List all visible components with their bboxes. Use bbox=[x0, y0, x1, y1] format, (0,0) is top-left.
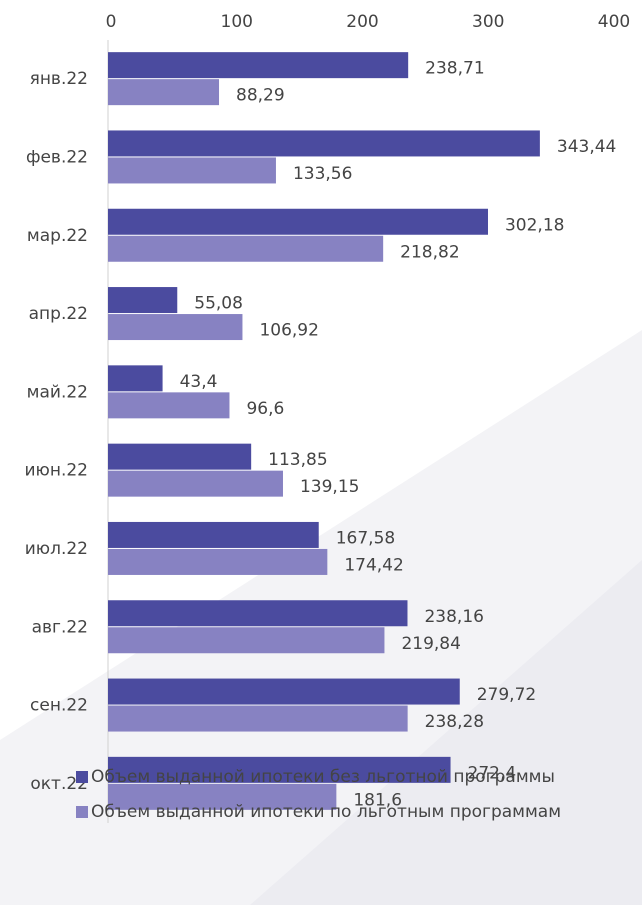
bar bbox=[108, 287, 178, 314]
background-shape bbox=[250, 560, 642, 905]
data-label: 219,84 bbox=[401, 634, 460, 654]
data-label: 238,71 bbox=[425, 59, 484, 79]
bar bbox=[108, 521, 319, 548]
y-tick-label: мар.22 bbox=[27, 226, 88, 246]
data-label: 218,82 bbox=[400, 242, 459, 262]
x-tick-label: 0 bbox=[106, 12, 117, 32]
data-label: 133,56 bbox=[293, 164, 352, 184]
x-tick-label: 100 bbox=[221, 12, 253, 32]
x-tick-label: 400 bbox=[598, 12, 630, 32]
legend-swatch bbox=[76, 806, 88, 818]
data-label: 238,28 bbox=[425, 712, 484, 732]
legend-label: Объем выданной ипотеки по льготным прогр… bbox=[91, 802, 561, 822]
y-tick-label: апр.22 bbox=[29, 304, 88, 324]
data-label: 96,6 bbox=[246, 399, 284, 419]
y-tick-label: июн.22 bbox=[24, 461, 88, 481]
data-label: 302,18 bbox=[505, 215, 564, 235]
data-label: 181,6 bbox=[353, 790, 402, 810]
bar bbox=[108, 130, 540, 157]
bar bbox=[108, 756, 451, 783]
legend-swatch bbox=[76, 771, 88, 783]
y-tick-label: фев.22 bbox=[26, 147, 88, 167]
bar bbox=[108, 157, 276, 184]
bar bbox=[108, 79, 220, 106]
data-label: 238,16 bbox=[424, 607, 483, 627]
y-tick-label: окт.22 bbox=[30, 774, 88, 794]
bar bbox=[108, 548, 328, 575]
x-tick-label: 300 bbox=[472, 12, 504, 32]
bar bbox=[108, 208, 488, 235]
y-tick-label: авг.22 bbox=[32, 617, 88, 637]
data-label: 279,72 bbox=[477, 685, 536, 705]
y-tick-label: янв.22 bbox=[30, 69, 88, 89]
data-label: 167,58 bbox=[336, 528, 395, 548]
y-tick-label: май.22 bbox=[27, 382, 88, 402]
bar bbox=[108, 392, 230, 419]
bar bbox=[108, 52, 409, 79]
x-tick-label: 200 bbox=[346, 12, 378, 32]
y-tick-label: июл.22 bbox=[25, 539, 88, 559]
bar bbox=[108, 678, 460, 705]
bar bbox=[108, 314, 243, 341]
data-label: 43,4 bbox=[180, 372, 218, 392]
data-label: 272,4 bbox=[468, 763, 517, 783]
bar bbox=[108, 705, 408, 732]
data-label: 174,42 bbox=[344, 555, 403, 575]
data-label: 113,85 bbox=[268, 450, 327, 470]
data-label: 343,44 bbox=[557, 137, 616, 157]
bar bbox=[108, 470, 283, 497]
bar bbox=[108, 443, 252, 470]
data-label: 139,15 bbox=[300, 477, 359, 497]
bar bbox=[108, 783, 337, 810]
bar bbox=[108, 600, 408, 627]
bar bbox=[108, 235, 384, 262]
data-label: 106,92 bbox=[259, 321, 318, 341]
bar bbox=[108, 627, 385, 654]
legend-label: Объем выданной ипотеки без льготной прог… bbox=[91, 767, 555, 787]
bar bbox=[108, 365, 163, 392]
data-label: 55,08 bbox=[194, 294, 243, 314]
data-label: 88,29 bbox=[236, 86, 285, 106]
y-tick-label: сен.22 bbox=[30, 696, 88, 716]
